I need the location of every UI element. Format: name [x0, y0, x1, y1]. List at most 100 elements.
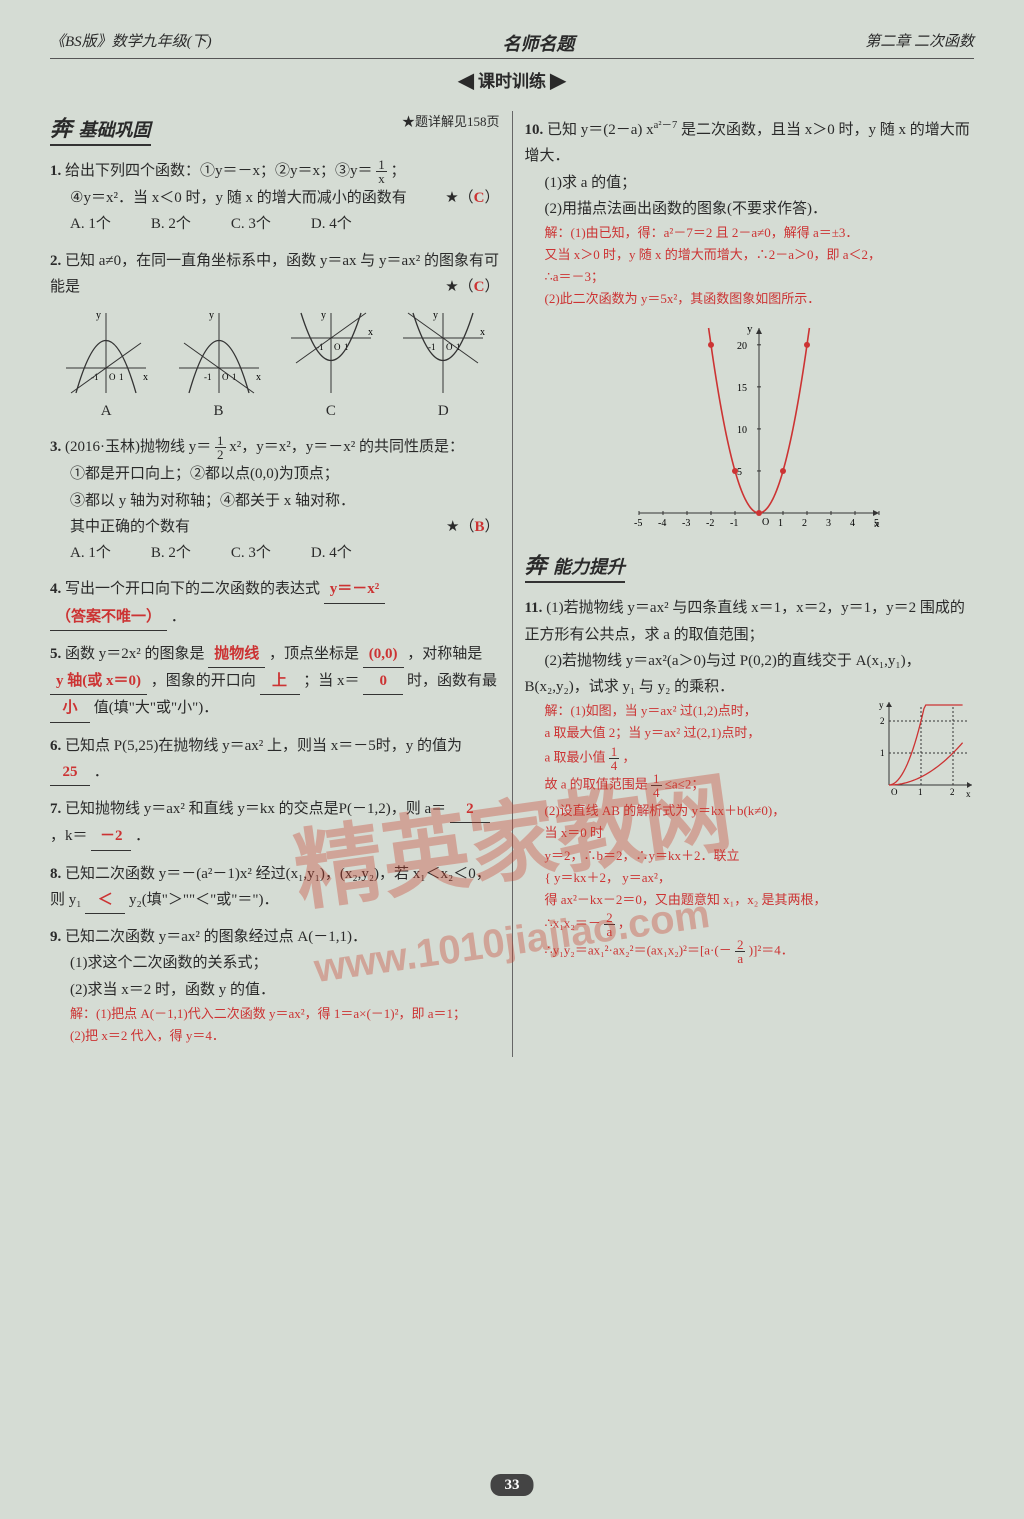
graph-a-label: A	[61, 398, 151, 424]
svg-text:1: 1	[880, 748, 885, 758]
q5-text-a: 函数 y＝2x² 的图象是	[65, 646, 205, 662]
runner-icon: 奔	[50, 116, 72, 141]
q10-num: 10.	[525, 122, 544, 138]
svg-text:x: x	[480, 327, 485, 338]
svg-text:x: x	[256, 372, 261, 383]
q3-text-b: x²，y＝x²，y＝－x² 的共同性质是：	[229, 439, 464, 455]
q9-text: 已知二次函数 y＝ax² 的图象经过点 A(－1,1)．	[65, 929, 367, 945]
svg-text:-5: -5	[634, 518, 642, 529]
q2-answer-paren: ★（C）	[445, 274, 499, 300]
question-7: 7. 已知抛物线 y＝ax² 和直线 y＝kx 的交点是P(－1,2)，则 a＝…	[50, 796, 500, 851]
svg-text:-3: -3	[682, 518, 690, 529]
q5-text-b: ，顶点坐标是	[269, 646, 359, 662]
question-11: 11. (1)若抛物线 y＝ax² 与四条直线 x＝1，x＝2，y＝1，y＝2 …	[525, 595, 975, 964]
svg-text:-4: -4	[658, 518, 666, 529]
q11-frac1: 14	[609, 745, 620, 772]
svg-text:10: 10	[737, 425, 747, 436]
svg-text:O: O	[446, 342, 453, 352]
subheader-label: 课时训练	[478, 72, 546, 91]
column-divider	[512, 111, 513, 1057]
q11-num: 11.	[525, 600, 543, 616]
q4-num: 4.	[50, 581, 61, 597]
q5-ans4: 上	[260, 668, 300, 695]
q5-text-f: 时，函数有最	[407, 673, 497, 689]
q5-text-g: 值(填"大"或"小")．	[94, 700, 218, 716]
q3-item-1: ①都是开口向上；②都以点(0,0)为顶点；	[50, 466, 339, 482]
arrow-right-icon: ▶	[550, 70, 565, 92]
q1-text-c: ④y＝x²．当 x＜0 时，y 随 x 的增大而减小的函数有	[50, 190, 407, 206]
header-left: 《BS版》数学九年级(下)	[50, 30, 212, 56]
page-header: 《BS版》数学九年级(下) 名师名题 第二章 二次函数	[50, 30, 974, 59]
q3-item-2: ③都以 y 轴为对称轴；④都关于 x 轴对称．	[50, 493, 355, 509]
q11-text-b: (2)若抛物线 y＝ax²(a＞0)与过 P(0,2)的直线交于 A(x₁,y₁…	[525, 653, 921, 695]
svg-text:1: 1	[119, 372, 124, 382]
question-9: 9. 已知二次函数 y＝ax² 的图象经过点 A(－1,1)． (1)求这个二次…	[50, 924, 500, 1047]
section-basic-row: 奔 基础巩固 ★题详解见158页	[50, 111, 500, 152]
page-footer: 33	[491, 1477, 534, 1494]
svg-text:y: y	[747, 323, 753, 335]
graph-b-svg: xy -1O1	[174, 308, 264, 398]
svg-text:O: O	[891, 787, 898, 797]
svg-text:O: O	[222, 372, 229, 382]
q6-text-b: ．	[94, 764, 109, 780]
q11-sol1b: ，	[623, 749, 636, 764]
svg-text:-1: -1	[204, 372, 212, 382]
q7-text-c: ．	[135, 828, 150, 844]
q10-sol-1: 解：(1)由已知，得：a²－7＝2 且 2－a≠0，解得 a＝±3．	[545, 222, 975, 244]
question-3: 3. (2016·玉林)抛物线 y＝ 12 x²，y＝x²，y＝－x² 的共同性…	[50, 434, 500, 566]
left-column: 奔 基础巩固 ★题详解见158页 1. 给出下列四个函数：①y＝－x；②y＝x；…	[50, 111, 500, 1057]
q1-options: A. 1个 B. 2个 C. 3个 D. 4个	[50, 211, 500, 237]
q11-sol2d: )]²＝4．	[749, 942, 794, 957]
q10-sol-2: 又当 x＞0 时，y 随 x 的增大而增大，∴2－a＞0，即 a＜2，	[545, 244, 975, 266]
q10-chart: xy-5-4-3-2-1O123455101520	[609, 318, 889, 538]
q11-frac4: 2a	[735, 938, 746, 965]
q8-num: 8.	[50, 866, 61, 882]
q4-text-c: ．	[171, 609, 186, 625]
q11-sol2-1: 当 x＝0 时	[545, 822, 975, 844]
svg-text:-1: -1	[91, 372, 99, 382]
q10-sol-3: ∴a＝－3；	[545, 266, 975, 288]
q3-opt-c: C. 3个	[231, 540, 271, 566]
subheader: ◀ 课时训练 ▶	[50, 67, 974, 93]
q9-sol-1: 解：(1)把点 A(－1,1)代入二次函数 y＝ax²，得 1＝a×(－1)²，…	[70, 1003, 500, 1025]
q3-opt-a: A. 1个	[70, 540, 111, 566]
q11-text-a: (1)若抛物线 y＝ax² 与四条直线 x＝1，x＝2，y＝1，y＝2 围成的正…	[525, 600, 965, 642]
q3-frac: 12	[215, 434, 226, 461]
graph-c-svg: xy -1O1	[286, 308, 376, 398]
svg-text:1: 1	[918, 787, 923, 797]
q7-ans2: －2	[91, 823, 131, 850]
q11-frac2: 14	[651, 772, 662, 799]
q5-num: 5.	[50, 646, 61, 662]
svg-text:-1: -1	[730, 518, 738, 529]
svg-text:2: 2	[802, 518, 807, 529]
q5-ans1: 抛物线	[208, 641, 265, 668]
svg-text:15: 15	[737, 383, 747, 394]
q4-text-b: （答案不唯一）	[50, 604, 167, 631]
q3-answer-paren: ★（B）	[446, 514, 499, 540]
q3-options: A. 1个 B. 2个 C. 3个 D. 4个	[50, 540, 500, 566]
svg-text:5: 5	[874, 518, 879, 529]
q5-text-c: ，对称轴是	[407, 646, 482, 662]
q3-text-a: (2016·玉林)抛物线 y＝	[65, 439, 211, 455]
right-column: 10. 已知 y＝(2－a) xa²－7 是二次函数，且当 x＞0 时，y 随 …	[525, 111, 975, 1057]
q10-text-a: 已知 y＝(2－a) x	[547, 122, 654, 138]
svg-text:x: x	[143, 372, 148, 383]
question-2: 2. 已知 a≠0，在同一直角坐标系中，函数 y＝ax 与 y＝ax² 的图象有…	[50, 248, 500, 425]
svg-text:5: 5	[737, 467, 742, 478]
q1-opt-a: A. 1个	[70, 211, 111, 237]
q8-text-b: y₂(填"＞""＜"或"＝")．	[129, 892, 278, 908]
q3-opt-d: D. 4个	[311, 540, 352, 566]
header-right: 第二章 二次函数	[865, 30, 974, 56]
q10-sol-4: (2)此二次函数为 y＝5x²，其函数图象如图所示．	[545, 288, 975, 310]
q10-sub1: (1)求 a 的值；	[525, 175, 637, 191]
q9-solution: 解：(1)把点 A(－1,1)代入二次函数 y＝ax²，得 1＝a×(－1)²，…	[50, 1003, 500, 1047]
svg-text:x: x	[966, 789, 971, 799]
svg-text:1: 1	[778, 518, 783, 529]
q1-opt-b: B. 2个	[151, 211, 191, 237]
q2-graph-b: xy -1O1 B	[174, 308, 264, 424]
q11-sol1d: ≤a≤2；	[665, 776, 705, 791]
question-10: 10. 已知 y＝(2－a) xa²－7 是二次函数，且当 x＞0 时，y 随 …	[525, 117, 975, 538]
q11-sol2b: ，	[618, 915, 631, 930]
svg-text:20: 20	[737, 341, 747, 352]
q11-solution: xyO1122 解：(1)如图，当 y＝ax² 过(1,2)点时， a 取最大值…	[525, 700, 975, 964]
